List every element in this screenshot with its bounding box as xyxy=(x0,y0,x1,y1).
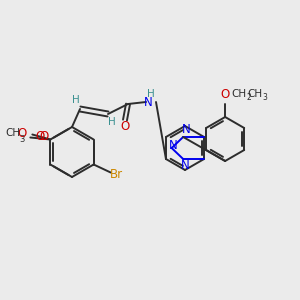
Text: H: H xyxy=(108,117,116,127)
Text: N: N xyxy=(169,140,178,152)
Text: CH: CH xyxy=(232,89,247,99)
Text: Br: Br xyxy=(110,168,123,181)
Text: CH: CH xyxy=(248,89,263,99)
Text: O: O xyxy=(40,130,49,143)
Text: N: N xyxy=(182,124,190,136)
Text: 3: 3 xyxy=(20,135,25,144)
Text: 3: 3 xyxy=(263,94,268,103)
Text: O: O xyxy=(35,130,44,143)
Text: O: O xyxy=(120,119,130,133)
Text: H: H xyxy=(72,95,80,105)
Text: N: N xyxy=(144,95,152,109)
Text: H: H xyxy=(147,89,155,99)
Text: N: N xyxy=(181,160,190,172)
Text: 2: 2 xyxy=(247,94,251,103)
Text: O: O xyxy=(220,88,230,101)
Text: O: O xyxy=(18,127,27,140)
Text: CH: CH xyxy=(6,128,21,139)
